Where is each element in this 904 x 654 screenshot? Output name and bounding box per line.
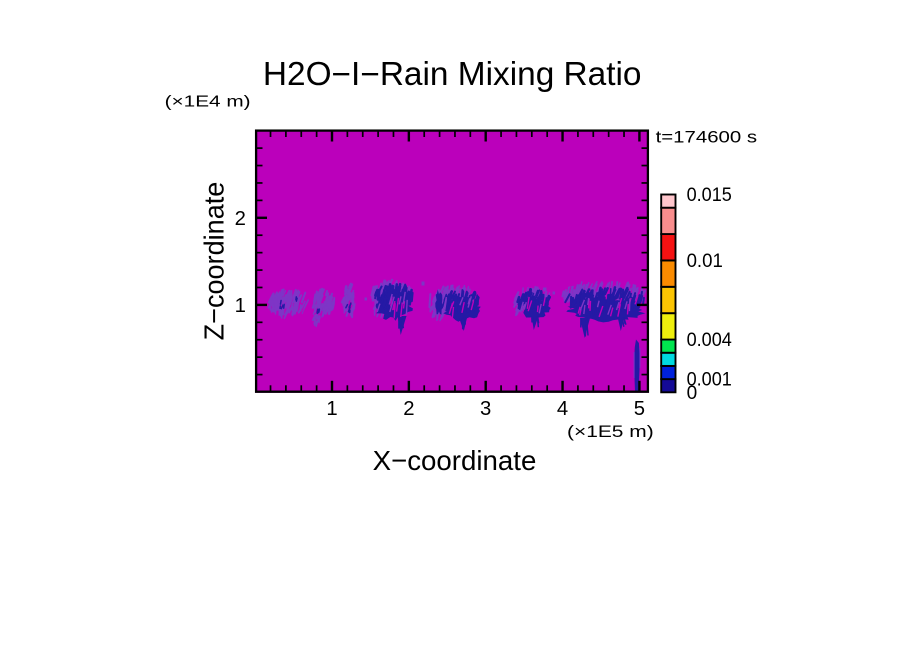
svg-text:0: 0 bbox=[687, 383, 698, 404]
svg-text:Z−coordinate: Z−coordinate bbox=[199, 182, 230, 341]
svg-text:4: 4 bbox=[557, 398, 568, 420]
svg-text:1: 1 bbox=[235, 295, 246, 317]
svg-text:5: 5 bbox=[634, 398, 645, 420]
svg-text:2: 2 bbox=[403, 398, 414, 420]
svg-text:(×1E4 m): (×1E4 m) bbox=[165, 94, 251, 111]
svg-text:2: 2 bbox=[235, 208, 246, 230]
svg-text:3: 3 bbox=[480, 398, 491, 420]
svg-text:0.015: 0.015 bbox=[687, 185, 732, 206]
svg-text:X−coordinate: X−coordinate bbox=[373, 445, 537, 476]
svg-text:0.001: 0.001 bbox=[687, 370, 732, 391]
svg-text:0.01: 0.01 bbox=[687, 251, 723, 272]
svg-text:1: 1 bbox=[326, 398, 337, 420]
svg-text:H2O−I−Rain Mixing Ratio: H2O−I−Rain Mixing Ratio bbox=[263, 55, 642, 92]
svg-text:t=174600 s: t=174600 s bbox=[656, 129, 758, 147]
svg-text:0.004: 0.004 bbox=[687, 330, 733, 351]
svg-text:(×1E5 m): (×1E5 m) bbox=[567, 422, 654, 441]
